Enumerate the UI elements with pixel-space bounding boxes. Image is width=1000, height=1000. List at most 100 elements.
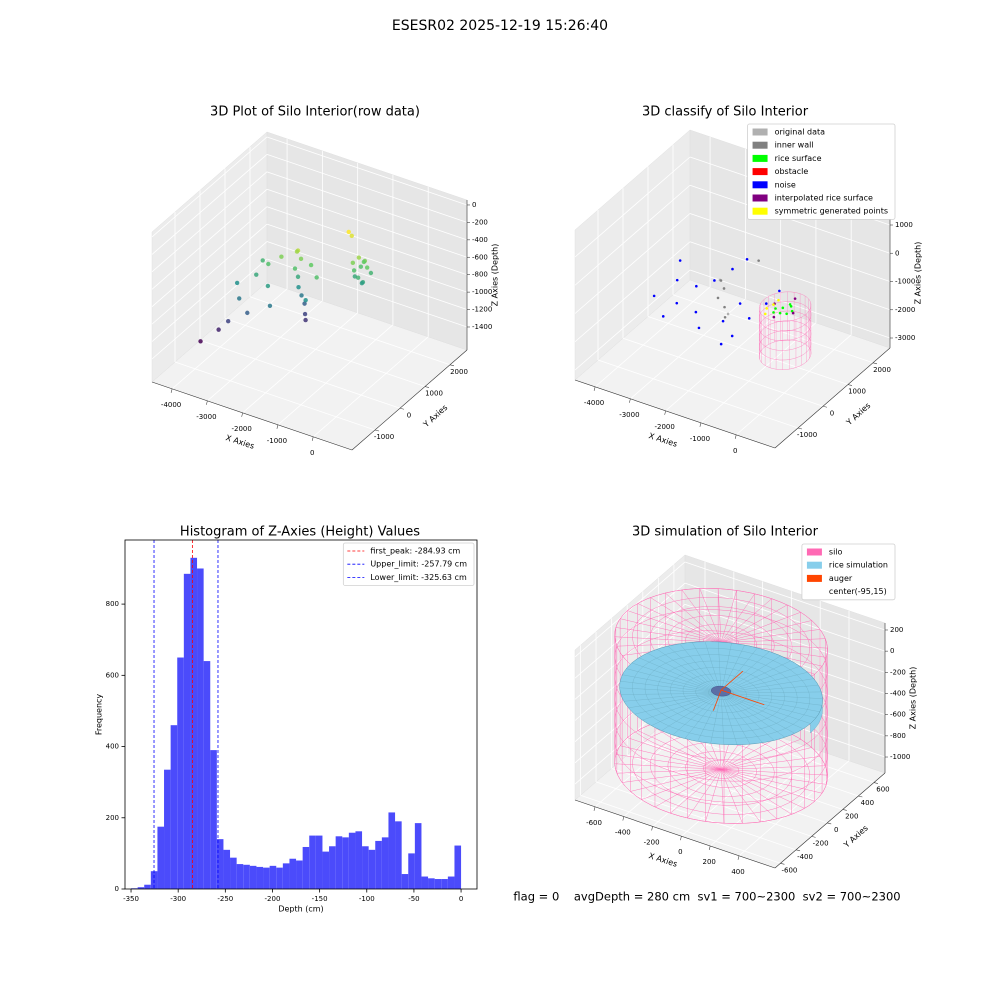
bar	[282, 863, 290, 889]
grid-line	[580, 794, 781, 864]
bar	[309, 835, 316, 889]
bar	[401, 874, 409, 889]
grid-line	[642, 741, 843, 810]
point	[791, 311, 795, 315]
rice-mesh	[720, 693, 725, 745]
grid-line	[672, 294, 874, 364]
rice-mesh	[721, 693, 823, 699]
point	[721, 319, 725, 323]
point	[267, 303, 273, 309]
auger-blade	[720, 670, 744, 691]
point	[294, 249, 300, 254]
point	[772, 303, 775, 306]
point	[296, 284, 301, 290]
y-tick	[872, 362, 878, 365]
point	[216, 327, 221, 332]
bar	[223, 849, 231, 889]
point	[726, 312, 730, 316]
axis-line	[351, 349, 468, 451]
x-tick	[651, 826, 653, 831]
point	[350, 260, 356, 266]
point	[302, 301, 307, 306]
z-axis-label: Z Axies (Depth)	[914, 242, 923, 305]
legend: silo rice simulation auger center(-95,15)	[801, 543, 896, 601]
silo-spoke	[622, 769, 722, 783]
rice-mesh	[661, 693, 722, 731]
x-tick	[708, 845, 711, 851]
rice-mesh	[721, 655, 781, 694]
y-tick-label: 600	[876, 786, 889, 794]
y-tick	[399, 407, 405, 410]
grid-line	[574, 184, 691, 286]
plot-frame	[124, 539, 478, 890]
legend-label: first_peak: -284.93 cm	[370, 547, 460, 556]
rice-mesh	[721, 693, 786, 738]
legend-patch	[806, 561, 822, 569]
silo-spoke	[721, 769, 828, 776]
point	[295, 274, 301, 279]
container-ring	[758, 291, 812, 322]
rice-mesh	[721, 672, 808, 694]
point	[764, 302, 768, 305]
point	[772, 315, 776, 319]
y-tick	[858, 795, 863, 798]
y-tick-label: 200	[106, 814, 119, 822]
rice-mesh	[720, 647, 758, 694]
silo-spoke	[720, 769, 761, 823]
bar	[335, 836, 343, 889]
rice-mesh	[710, 693, 722, 744]
grid-line	[151, 154, 268, 255]
grid-line	[266, 188, 468, 258]
y-tick-label: 0	[115, 885, 119, 893]
x-tick-label: -2000	[231, 425, 251, 433]
silo-spoke	[687, 769, 722, 819]
bar	[395, 821, 402, 889]
x-tick-label: -3000	[196, 413, 216, 421]
bar	[454, 845, 462, 889]
silo-spoke	[721, 620, 812, 643]
point	[675, 278, 679, 282]
grid-line	[738, 760, 850, 857]
rice-mesh	[634, 693, 722, 715]
bar	[447, 876, 455, 889]
point	[302, 311, 308, 317]
bar	[302, 846, 310, 889]
point	[774, 307, 777, 310]
legend-box	[801, 543, 896, 601]
z-tick-label: -1000	[890, 753, 910, 761]
grid-line	[684, 561, 886, 631]
grid-line	[277, 324, 394, 426]
rice-mesh	[691, 642, 722, 694]
grid-line	[151, 241, 268, 342]
x-tick-label: -400	[615, 829, 631, 837]
silo-spoke	[705, 769, 722, 822]
point	[723, 315, 727, 319]
y-tick-label: -1000	[374, 433, 394, 441]
grid-line	[266, 241, 468, 310]
point	[314, 275, 319, 280]
y-tick	[797, 427, 803, 430]
point	[361, 259, 367, 265]
bar	[329, 846, 336, 889]
grid-line	[630, 298, 746, 400]
point	[234, 280, 240, 286]
grid-line	[266, 223, 468, 293]
y-tick-label: -600	[782, 866, 798, 874]
rice-mesh	[679, 643, 722, 694]
rice-mesh	[642, 693, 722, 721]
legend: original data inner wall rice surface obsta…	[747, 123, 896, 220]
z-tick-label: -200	[472, 218, 488, 226]
rice-mesh	[721, 693, 804, 729]
bar	[381, 837, 389, 889]
legend-label: rice simulation	[829, 561, 888, 570]
grid-line	[312, 336, 429, 438]
rice-mesh	[721, 693, 795, 734]
grid-line	[574, 561, 686, 658]
bar	[249, 865, 257, 889]
z-tick-label: -2000	[895, 306, 915, 314]
silo-spoke	[717, 588, 722, 643]
point	[730, 334, 734, 338]
x-tick	[664, 410, 666, 415]
x-tick-label: -250	[217, 895, 233, 903]
